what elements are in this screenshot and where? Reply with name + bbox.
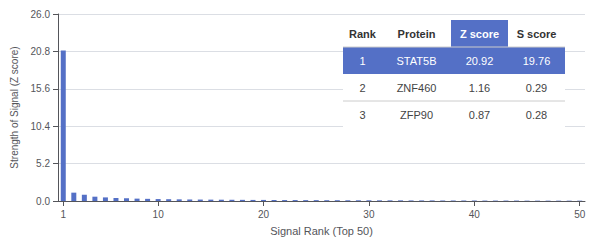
svg-text:0.0: 0.0 (36, 196, 50, 207)
svg-text:2: 2 (359, 82, 365, 94)
svg-text:40: 40 (469, 209, 481, 220)
svg-text:26.0: 26.0 (31, 9, 51, 20)
svg-text:1: 1 (60, 209, 66, 220)
svg-text:0.87: 0.87 (469, 109, 490, 121)
svg-text:5.2: 5.2 (36, 158, 50, 169)
svg-text:Rank: Rank (349, 28, 377, 40)
svg-text:10: 10 (153, 209, 165, 220)
svg-text:Strength of Signal (Z score): Strength of Signal (Z score) (9, 46, 20, 168)
svg-text:Signal Rank (Top 50): Signal Rank (Top 50) (270, 225, 373, 237)
svg-text:ZFP90: ZFP90 (400, 109, 433, 121)
svg-text:3: 3 (359, 109, 365, 121)
svg-text:15.6: 15.6 (31, 83, 51, 94)
svg-text:0.28: 0.28 (526, 109, 547, 121)
svg-text:1: 1 (359, 55, 365, 67)
svg-text:ZNF460: ZNF460 (397, 82, 437, 94)
svg-text:30: 30 (363, 209, 375, 220)
svg-text:19.76: 19.76 (523, 55, 551, 67)
svg-text:1.16: 1.16 (469, 82, 490, 94)
svg-text:0.29: 0.29 (526, 82, 547, 94)
svg-text:STAT5B: STAT5B (397, 55, 437, 67)
svg-text:20.8: 20.8 (31, 46, 51, 57)
svg-text:Z score: Z score (460, 28, 499, 40)
svg-text:10.4: 10.4 (31, 121, 51, 132)
svg-text:50: 50 (574, 209, 586, 220)
svg-text:20.92: 20.92 (466, 55, 494, 67)
svg-text:20: 20 (258, 209, 270, 220)
svg-text:Protein: Protein (398, 28, 436, 40)
svg-text:S score: S score (517, 28, 557, 40)
